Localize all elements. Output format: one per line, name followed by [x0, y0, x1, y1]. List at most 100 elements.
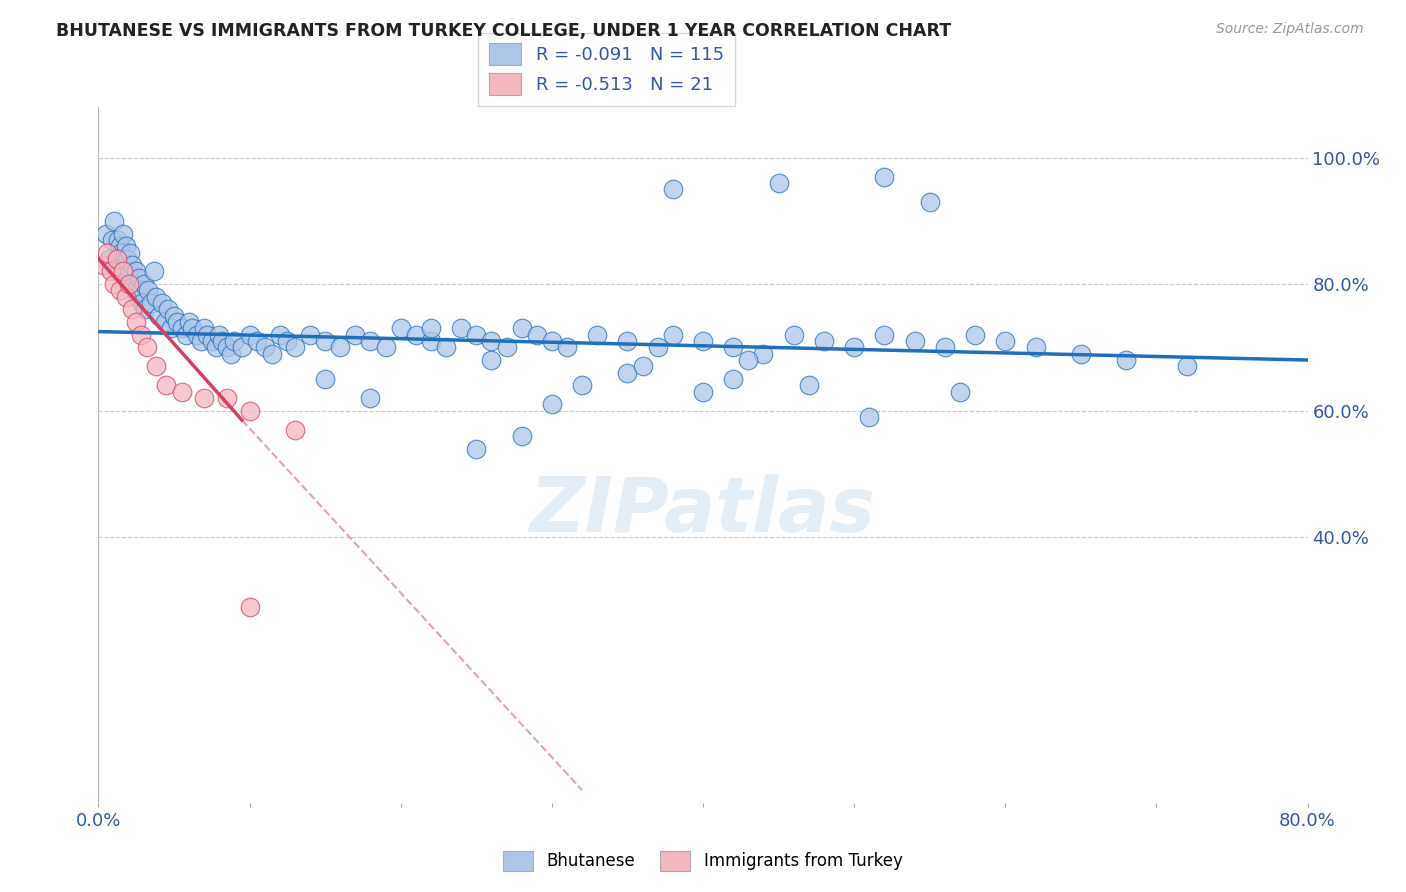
Point	[752, 347, 775, 361]
Point	[148, 309, 170, 323]
Point	[98, 252, 121, 266]
Point	[160, 321, 183, 335]
Point	[153, 315, 176, 329]
Point	[174, 327, 197, 342]
Point	[91, 258, 114, 272]
Point	[170, 321, 193, 335]
Point	[253, 340, 276, 354]
Point	[692, 384, 714, 399]
Point	[155, 378, 177, 392]
Point	[723, 340, 745, 354]
Point	[481, 353, 503, 368]
Point	[124, 284, 146, 298]
Point	[221, 347, 243, 361]
Point	[239, 327, 262, 342]
Point	[813, 334, 835, 348]
Point	[127, 290, 149, 304]
Point	[465, 442, 488, 456]
Point	[1175, 359, 1198, 374]
Point	[118, 264, 141, 278]
Point	[586, 327, 609, 342]
Point	[208, 327, 231, 342]
Point	[115, 252, 138, 266]
Point	[193, 391, 215, 405]
Point	[134, 302, 156, 317]
Point	[125, 264, 148, 278]
Text: Source: ZipAtlas.com: Source: ZipAtlas.com	[1216, 22, 1364, 37]
Point	[128, 270, 150, 285]
Point	[181, 321, 204, 335]
Point	[389, 321, 412, 335]
Point	[105, 252, 128, 266]
Point	[965, 327, 987, 342]
Point	[179, 315, 201, 329]
Point	[190, 334, 212, 348]
Point	[465, 327, 488, 342]
Point	[111, 264, 134, 278]
Point	[692, 334, 714, 348]
Point	[631, 359, 654, 374]
Point	[239, 403, 262, 417]
Point	[108, 284, 131, 298]
Point	[103, 277, 125, 292]
Point	[1070, 347, 1092, 361]
Point	[145, 359, 167, 374]
Point	[661, 327, 683, 342]
Point	[661, 182, 683, 196]
Point	[122, 277, 145, 292]
Point	[481, 334, 503, 348]
Point	[132, 277, 155, 292]
Point	[96, 245, 118, 260]
Point	[94, 227, 117, 241]
Point	[114, 290, 136, 304]
Point	[1024, 340, 1046, 354]
Point	[737, 353, 759, 368]
Point	[405, 327, 427, 342]
Point	[526, 327, 548, 342]
Point	[768, 176, 790, 190]
Point	[193, 321, 215, 335]
Point	[495, 340, 517, 354]
Point	[205, 340, 228, 354]
Point	[783, 327, 806, 342]
Point	[111, 227, 134, 241]
Point	[934, 340, 956, 354]
Point	[1115, 353, 1137, 368]
Point	[344, 327, 367, 342]
Point	[434, 340, 457, 354]
Point	[163, 309, 186, 323]
Point	[571, 378, 593, 392]
Point	[284, 423, 307, 437]
Point	[647, 340, 669, 354]
Point	[129, 327, 152, 342]
Point	[374, 340, 396, 354]
Point	[108, 239, 131, 253]
Point	[269, 327, 291, 342]
Point	[224, 334, 246, 348]
Point	[121, 258, 143, 272]
Point	[314, 334, 336, 348]
Point	[873, 169, 896, 184]
Point	[904, 334, 927, 348]
Point	[420, 321, 443, 335]
Point	[100, 264, 122, 278]
Point	[450, 321, 472, 335]
Point	[143, 264, 166, 278]
Point	[949, 384, 972, 399]
Point	[246, 334, 269, 348]
Point	[135, 340, 157, 354]
Point	[131, 296, 153, 310]
Point	[120, 245, 142, 260]
Point	[360, 391, 382, 405]
Point	[195, 327, 218, 342]
Text: BHUTANESE VS IMMIGRANTS FROM TURKEY COLLEGE, UNDER 1 YEAR CORRELATION CHART: BHUTANESE VS IMMIGRANTS FROM TURKEY COLL…	[56, 22, 952, 40]
Point	[284, 340, 307, 354]
Point	[156, 302, 179, 317]
Point	[616, 366, 638, 380]
Point	[858, 409, 880, 424]
Point	[873, 327, 896, 342]
Point	[555, 340, 578, 354]
Text: ZIPatlas: ZIPatlas	[530, 474, 876, 548]
Point	[215, 340, 238, 354]
Point	[616, 334, 638, 348]
